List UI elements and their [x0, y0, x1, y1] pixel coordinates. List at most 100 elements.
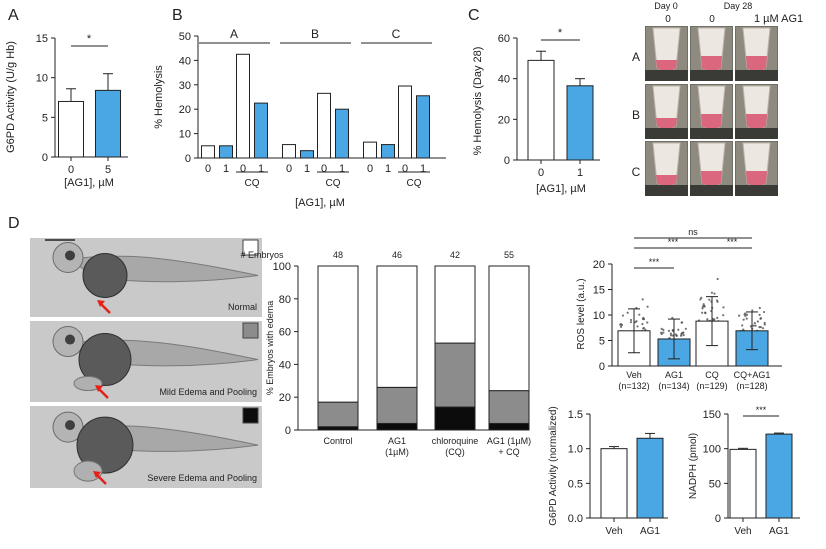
tube-photo: [645, 84, 688, 139]
chart-d-stacked-y-tick-label: 60: [279, 327, 291, 339]
chart-d-stacked-y-tick-label: 80: [279, 294, 291, 306]
chart-c-y-tick-label: 0: [504, 155, 510, 167]
chart-d-ros-point: [619, 325, 623, 328]
chart-d-nadph-y-tick-label: 100: [703, 444, 721, 456]
chart-d-ros-point: [667, 329, 671, 332]
chart-d-ros-point: [716, 277, 719, 281]
chart-d-stacked-segment: [317, 265, 359, 403]
chart-d-stacked-y-tick-label: 40: [279, 359, 291, 371]
chart-d-ros-point: [641, 322, 644, 326]
chart-d-ros-point: [636, 325, 639, 328]
chart-d-ros-point: [749, 325, 753, 328]
chart-d-stacked-count: 46: [392, 250, 402, 260]
chart-d-stacked-segment: [488, 265, 530, 392]
chart-d-ros-point: [710, 291, 714, 294]
chart-d-ros-point: [701, 305, 704, 308]
chart-b-y-label: % Hemolysis: [153, 65, 165, 129]
chart-b-bar: [282, 144, 296, 159]
chart-b-bar: [236, 53, 250, 159]
chart-b-x-tick-label: 1: [258, 163, 264, 175]
chart-d-ros-y-tick-label: 15: [593, 285, 605, 297]
chart-d-stacked-x-tick-label: + CQ: [498, 447, 519, 457]
chart-d-ros-point: [703, 305, 706, 308]
chart-d-ros-y-tick-label: 5: [599, 336, 605, 348]
chart-a-x-label: [AG1], µM: [64, 177, 114, 189]
chart-d-ros-comparison-label: ***: [727, 237, 738, 247]
chart-d-stacked-segment: [488, 422, 530, 431]
chart-b-bar: [219, 145, 233, 159]
chart-d-ros-point: [634, 321, 637, 324]
chart-d-ros-point: [754, 324, 757, 327]
photo-c-header-day0: Day 0: [654, 1, 678, 11]
chart-d-ros-y-label: ROS level (a.u.): [576, 278, 587, 349]
chart-b-y-tick-label: 20: [179, 104, 191, 116]
chart-b-cq-label: CQ: [245, 178, 260, 189]
chart-d-ros-point: [758, 313, 761, 316]
chart-b-x-tick-label: 1: [304, 163, 310, 175]
chart-d-ros-y-tick-label: 10: [593, 310, 605, 322]
embryo-edema: [73, 460, 103, 482]
tube-photo: [735, 84, 778, 139]
chart-c-significance: *: [558, 27, 563, 39]
chart-d-ros-point: [745, 313, 749, 316]
chart-d-ros-point: [708, 298, 711, 301]
panel-label-a: A: [8, 7, 19, 24]
chart-d-ros-y-tick-label: 20: [593, 259, 605, 271]
embryo-eye: [65, 420, 75, 431]
chart-b-group-label: B: [311, 27, 319, 41]
chart-b-x-tick-label: 0: [286, 163, 292, 175]
chart-d-ros-point: [713, 318, 716, 321]
tube-rack: [645, 70, 688, 81]
chart-d-ros-x-tick-label: (n=129): [696, 381, 727, 391]
chart-b-x-tick-label: 0: [321, 163, 327, 175]
chart-d-ros-x-tick-label: AG1: [665, 370, 683, 380]
chart-d-ros-point: [713, 292, 716, 295]
chart-d-ros-point: [684, 327, 687, 330]
embryo-photo: Normal: [30, 238, 262, 317]
photo-c-header-day28: Day 28: [724, 1, 753, 11]
chart-d-stacked-x-tick-label: chloroquine: [432, 436, 479, 446]
embryo-edema: [73, 376, 103, 392]
chart-d-g6pd-y-tick-label: 0.5: [568, 478, 583, 490]
chart-d-ros-point: [642, 316, 645, 319]
chart-d-ros-x-tick-label: (n=132): [618, 381, 649, 391]
chart-d-ros-point: [716, 316, 719, 319]
blood-sample: [701, 171, 722, 186]
chart-d-stacked-y-tick-label: 0: [285, 425, 291, 437]
chart-b-bar: [363, 141, 377, 159]
chart-c-y-label: % Hemolysis (Day 28): [472, 47, 484, 156]
chart-d-stacked-count: 55: [504, 250, 514, 260]
embryo-eye: [65, 250, 75, 261]
chart-d-ros-point: [751, 309, 754, 312]
chart-d-ros-comparison-label: ***: [668, 237, 679, 247]
chart-d-g6pd-y-label: G6PD Activity (normalized): [548, 406, 559, 525]
embryo-yolk: [82, 252, 128, 298]
chart-d-ros-point: [669, 334, 673, 337]
chart-c-y-tick-label: 40: [498, 74, 510, 86]
tube-photo: [690, 141, 733, 196]
chart-c-x-tick-label: 0: [538, 167, 544, 179]
red-arrow-head: [97, 300, 105, 307]
blood-sample: [746, 56, 767, 71]
chart-d-ros-point: [629, 321, 633, 324]
chart-d-ros-comparison-label: ns: [688, 227, 698, 237]
chart-d-ros-point: [646, 321, 649, 324]
chart-b-x-label: [AG1], µM: [295, 197, 345, 209]
chart-d-ros-x-tick-label: CQ+AG1: [734, 370, 771, 380]
chart-d-stacked-segment: [488, 390, 530, 424]
embryo-photo: Severe Edema and Pooling: [30, 406, 262, 488]
chart-b-y-tick-label: 40: [179, 55, 191, 67]
chart-b-y-tick-label: 0: [185, 153, 191, 165]
embryo-photo: Mild Edema and Pooling: [30, 321, 262, 402]
chart-d-ros-point: [762, 310, 766, 314]
photo-c-row-label: B: [632, 108, 640, 122]
chart-d-g6pd-y-tick-label: 0.0: [568, 513, 583, 525]
chart-c-bar: [527, 59, 555, 161]
chart-d-ros-point: [758, 306, 761, 310]
legend-swatch: [242, 407, 259, 424]
chart-d-nadph-y-tick-label: 50: [709, 478, 721, 490]
chart-d-ros-point: [745, 317, 748, 320]
chart-d-g6pd-y-tick-label: 1.0: [568, 444, 583, 456]
chart-d-ros-point: [741, 324, 744, 327]
chart-b-x-tick-label: 1: [339, 163, 345, 175]
